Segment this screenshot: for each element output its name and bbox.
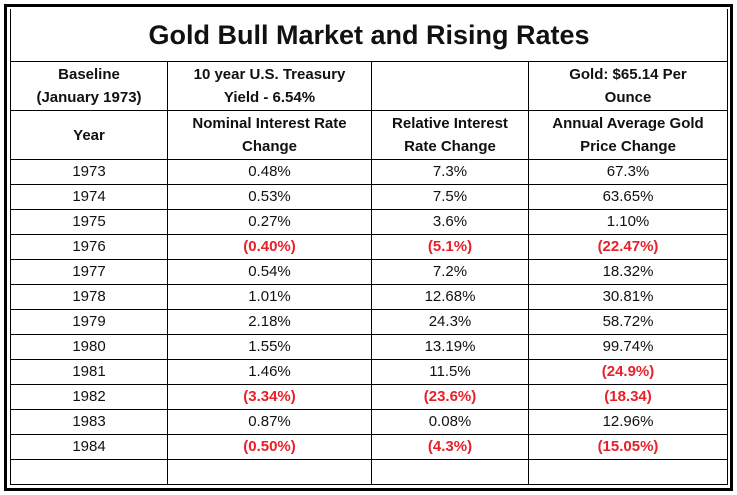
value-cell: 1.46% <box>167 359 372 385</box>
value-cell: 58.72% <box>527 309 729 335</box>
data-row: 1973 0.48% 7.3% 67.3% <box>10 159 729 185</box>
value-cell: 1.55% <box>167 334 372 360</box>
baseline-row: Baseline (January 1973) 10 year U.S. Tre… <box>10 61 729 111</box>
empty-cell <box>371 459 529 485</box>
header-cell: Annual Average Gold Price Change <box>527 110 729 160</box>
header-row: Year Nominal Interest Rate Change Relati… <box>10 110 729 160</box>
empty-cell <box>527 459 729 485</box>
value-cell: 0.54% <box>167 259 372 285</box>
year-cell: 1981 <box>10 359 168 385</box>
value-cell: 1.10% <box>527 209 729 235</box>
value-cell: 7.2% <box>371 259 529 285</box>
year-cell: 1977 <box>10 259 168 285</box>
year-cell: 1980 <box>10 334 168 360</box>
value-cell: 0.53% <box>167 184 372 210</box>
value-cell: (22.47%) <box>527 234 729 260</box>
value-cell: 0.08% <box>371 409 529 435</box>
value-cell: 99.74% <box>527 334 729 360</box>
value-cell: 7.3% <box>371 159 529 185</box>
value-cell: (18.34) <box>527 384 729 410</box>
value-cell: (23.6%) <box>371 384 529 410</box>
data-row: 1976 (0.40%) (5.1%) (22.47%) <box>10 234 729 260</box>
baseline-cell: 10 year U.S. Treasury Yield - 6.54% <box>167 61 372 111</box>
data-row: 1975 0.27% 3.6% 1.10% <box>10 209 729 235</box>
header-cell: Nominal Interest Rate Change <box>167 110 372 160</box>
data-row: 1974 0.53% 7.5% 63.65% <box>10 184 729 210</box>
value-cell: (24.9%) <box>527 359 729 385</box>
data-row: 1981 1.46% 11.5% (24.9%) <box>10 359 729 385</box>
data-row: 1982 (3.34%) (23.6%) (18.34) <box>10 384 729 410</box>
year-cell: 1975 <box>10 209 168 235</box>
value-cell: (5.1%) <box>371 234 529 260</box>
value-cell: (4.3%) <box>371 434 529 460</box>
value-cell: 18.32% <box>527 259 729 285</box>
data-row: 1984 (0.50%) (4.3%) (15.05%) <box>10 434 729 460</box>
baseline-cell: Gold: $65.14 Per Ounce <box>527 61 729 111</box>
value-cell: 3.6% <box>371 209 529 235</box>
empty-cell <box>10 459 168 485</box>
value-cell: (3.34%) <box>167 384 372 410</box>
value-cell: 2.18% <box>167 309 372 335</box>
empty-row <box>10 459 729 485</box>
data-row: 1977 0.54% 7.2% 18.32% <box>10 259 729 285</box>
value-cell: (0.40%) <box>167 234 372 260</box>
title-row: Gold Bull Market and Rising Rates <box>9 9 729 62</box>
data-row: 1979 2.18% 24.3% 58.72% <box>10 309 729 335</box>
value-cell: 67.3% <box>527 159 729 185</box>
title: Gold Bull Market and Rising Rates <box>9 9 729 62</box>
header-cell: Year <box>10 110 168 160</box>
value-cell: 24.3% <box>371 309 529 335</box>
value-cell: 7.5% <box>371 184 529 210</box>
empty-cell <box>371 61 529 111</box>
year-cell: 1984 <box>10 434 168 460</box>
table-frame: Gold Bull Market and Rising Rates Baseli… <box>4 4 733 491</box>
empty-cell <box>167 459 372 485</box>
year-cell: 1982 <box>10 384 168 410</box>
value-cell: (15.05%) <box>527 434 729 460</box>
value-cell: 63.65% <box>527 184 729 210</box>
value-cell: 1.01% <box>167 284 372 310</box>
value-cell: 12.96% <box>527 409 729 435</box>
value-cell: 11.5% <box>371 359 529 385</box>
year-cell: 1978 <box>10 284 168 310</box>
value-cell: 0.87% <box>167 409 372 435</box>
year-cell: 1979 <box>10 309 168 335</box>
table-body: Gold Bull Market and Rising Rates Baseli… <box>9 9 729 485</box>
table: Gold Bull Market and Rising Rates Baseli… <box>9 9 729 485</box>
header-cell: Relative Interest Rate Change <box>371 110 529 160</box>
value-cell: 0.27% <box>167 209 372 235</box>
value-cell: (0.50%) <box>167 434 372 460</box>
value-cell: 13.19% <box>371 334 529 360</box>
value-cell: 12.68% <box>371 284 529 310</box>
data-row: 1980 1.55% 13.19% 99.74% <box>10 334 729 360</box>
year-cell: 1973 <box>10 159 168 185</box>
data-row: 1978 1.01% 12.68% 30.81% <box>10 284 729 310</box>
baseline-cell: Baseline (January 1973) <box>10 61 168 111</box>
value-cell: 0.48% <box>167 159 372 185</box>
year-cell: 1983 <box>10 409 168 435</box>
value-cell: 30.81% <box>527 284 729 310</box>
year-cell: 1976 <box>10 234 168 260</box>
year-cell: 1974 <box>10 184 168 210</box>
data-row: 1983 0.87% 0.08% 12.96% <box>10 409 729 435</box>
